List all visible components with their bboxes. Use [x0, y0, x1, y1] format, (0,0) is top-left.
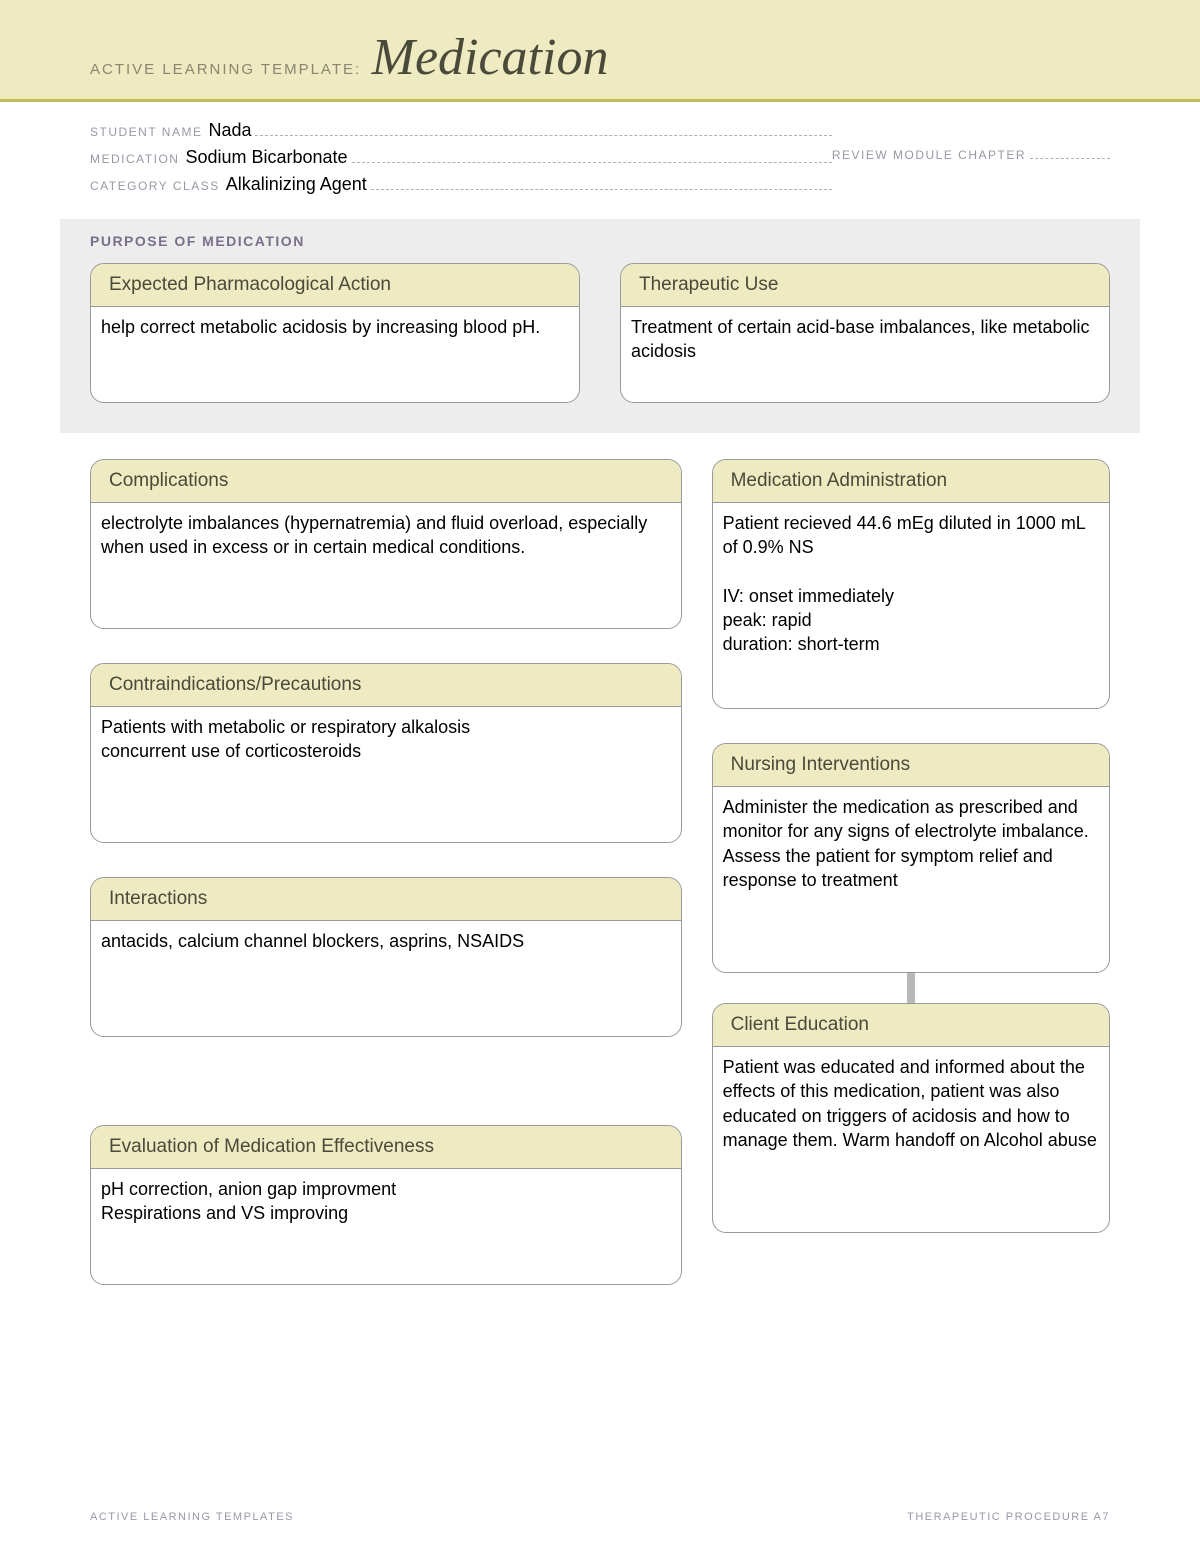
card-contraindications: Contraindications/Precautions Patients w… [90, 663, 682, 843]
card-body: Patients with metabolic or respiratory a… [91, 707, 681, 782]
connector-line [907, 973, 915, 1003]
spacer [712, 709, 1110, 743]
card-body: pH correction, anion gap improvment Resp… [91, 1169, 681, 1244]
review-module: REVIEW MODULE CHAPTER [832, 148, 1110, 162]
category-value: Alkalinizing Agent [226, 174, 367, 195]
card-title: Expected Pharmacological Action [91, 264, 579, 307]
card-body: Treatment of certain acid-base imbalance… [621, 307, 1109, 382]
card-title: Nursing Interventions [713, 744, 1109, 787]
medication-label: MEDICATION [90, 152, 179, 166]
card-evaluation: Evaluation of Medication Effectiveness p… [90, 1125, 682, 1285]
header-prefix: ACTIVE LEARNING TEMPLATE: [90, 61, 361, 78]
purpose-row: Expected Pharmacological Action help cor… [90, 263, 1110, 403]
purpose-heading: PURPOSE OF MEDICATION [90, 233, 1110, 249]
student-label: STUDENT NAME [90, 125, 202, 139]
student-line: STUDENT NAME Nada [90, 120, 832, 141]
card-body: Patient recieved 44.6 mEg diluted in 100… [713, 503, 1109, 675]
footer-right: THERAPEUTIC PROCEDURE A7 [907, 1511, 1110, 1523]
card-complications: Complications electrolyte imbalances (hy… [90, 459, 682, 629]
header-band: ACTIVE LEARNING TEMPLATE: Medication [0, 0, 1200, 102]
card-interactions: Interactions antacids, calcium channel b… [90, 877, 682, 1037]
category-label: CATEGORY CLASS [90, 179, 220, 193]
card-administration: Medication Administration Patient reciev… [712, 459, 1110, 709]
card-title: Complications [91, 460, 681, 503]
main-grid: Complications electrolyte imbalances (hy… [0, 433, 1200, 1285]
review-blank [1030, 158, 1110, 159]
footer: ACTIVE LEARNING TEMPLATES THERAPEUTIC PR… [90, 1511, 1110, 1523]
col-right: Medication Administration Patient reciev… [712, 459, 1110, 1285]
card-title: Contraindications/Precautions [91, 664, 681, 707]
medication-value: Sodium Bicarbonate [185, 147, 347, 168]
card-pharm-action: Expected Pharmacological Action help cor… [90, 263, 580, 403]
category-line: CATEGORY CLASS Alkalinizing Agent [90, 174, 832, 195]
card-body: Patient was educated and informed about … [713, 1047, 1109, 1170]
footer-left: ACTIVE LEARNING TEMPLATES [90, 1511, 294, 1523]
card-body: antacids, calcium channel blockers, aspr… [91, 921, 681, 971]
review-label: REVIEW MODULE CHAPTER [832, 148, 1026, 162]
page: ACTIVE LEARNING TEMPLATE: Medication STU… [0, 0, 1200, 1553]
card-therapeutic-use: Therapeutic Use Treatment of certain aci… [620, 263, 1110, 403]
medication-line: MEDICATION Sodium Bicarbonate [90, 147, 832, 168]
header-title: Medication [372, 29, 609, 86]
card-title: Evaluation of Medication Effectiveness [91, 1126, 681, 1169]
card-body: help correct metabolic acidosis by incre… [91, 307, 579, 357]
card-title: Medication Administration [713, 460, 1109, 503]
info-block: STUDENT NAME Nada MEDICATION Sodium Bica… [0, 102, 1200, 219]
card-title: Therapeutic Use [621, 264, 1109, 307]
card-title: Client Education [713, 1004, 1109, 1047]
card-title: Interactions [91, 878, 681, 921]
card-education: Client Education Patient was educated an… [712, 1003, 1110, 1233]
info-left: STUDENT NAME Nada MEDICATION Sodium Bica… [90, 120, 832, 201]
underline [371, 176, 832, 190]
card-nursing: Nursing Interventions Administer the med… [712, 743, 1110, 973]
card-body: electrolyte imbalances (hypernatremia) a… [91, 503, 681, 578]
spacer [90, 1071, 682, 1091]
purpose-section: PURPOSE OF MEDICATION Expected Pharmacol… [60, 219, 1140, 433]
col-left: Complications electrolyte imbalances (hy… [90, 459, 682, 1285]
card-body: Administer the medication as prescribed … [713, 787, 1109, 910]
underline [255, 122, 831, 136]
student-value: Nada [208, 120, 251, 141]
underline [352, 149, 832, 163]
